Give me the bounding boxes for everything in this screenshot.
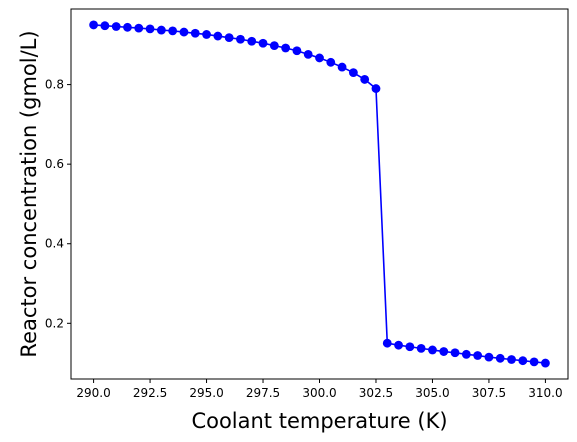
data-point: [348, 68, 358, 78]
data-point: [168, 26, 178, 36]
y-axis: 0.2 0.4 0.6 0.8: [45, 78, 71, 330]
x-tick-label: 292.5: [133, 386, 167, 400]
data-point: [236, 34, 245, 44]
data-point: [529, 357, 539, 367]
data-point: [292, 46, 302, 56]
data-point: [179, 27, 189, 37]
data-point: [461, 349, 471, 359]
data-point: [371, 84, 381, 93]
data-point: [416, 343, 426, 353]
data-point: [303, 49, 313, 59]
y-tick-label: 0.4: [45, 237, 64, 251]
data-point: [484, 352, 494, 362]
data-point: [281, 43, 291, 53]
data-point: [428, 345, 437, 355]
data-point: [326, 57, 336, 67]
x-tick-label: 290.0: [76, 386, 110, 400]
y-tick-label: 0.6: [45, 157, 64, 171]
data-point: [224, 33, 234, 43]
x-tick-label: 297.5: [246, 386, 280, 400]
data-point: [247, 36, 257, 46]
data-point: [111, 22, 121, 31]
data-point: [145, 24, 155, 34]
data-point: [315, 53, 324, 63]
data-point: [541, 358, 550, 368]
data-point: [337, 62, 347, 72]
x-tick-label: 310.0: [528, 386, 562, 400]
plot-area: [89, 20, 550, 368]
data-point: [269, 41, 279, 51]
data-point: [123, 22, 132, 32]
x-axis: 290.0 292.5 295.0 297.5 300.0 302.5 305.0 307.5…: [76, 379, 563, 400]
x-tick-label: 302.5: [359, 386, 393, 400]
data-point: [450, 348, 460, 358]
x-tick-label: 305.0: [415, 386, 449, 400]
data-point: [439, 347, 449, 356]
data-point: [507, 355, 516, 364]
data-point: [394, 340, 403, 350]
x-tick-label: 307.5: [472, 386, 506, 400]
data-point: [100, 21, 110, 31]
data-point: [134, 23, 144, 33]
y-axis-label: Reactor concentration (gmol/L): [17, 30, 41, 357]
data-point: [518, 356, 528, 366]
data-point: [89, 20, 98, 30]
data-point: [258, 38, 268, 48]
data-point: [495, 353, 505, 363]
data-point: [382, 338, 392, 348]
y-tick-label: 0.8: [45, 78, 64, 92]
x-tick-label: 300.0: [302, 386, 336, 400]
data-point: [360, 75, 370, 84]
y-tick-label: 0.2: [45, 316, 64, 330]
x-axis-label: Coolant temperature (K): [191, 409, 447, 433]
data-point: [190, 28, 200, 38]
data-point: [202, 30, 211, 39]
data-point: [405, 342, 415, 352]
data-point: [156, 25, 166, 35]
data-point: [473, 351, 483, 360]
data-point: [213, 31, 223, 41]
axes-frame: [70, 8, 569, 380]
x-tick-label: 295.0: [189, 386, 223, 400]
